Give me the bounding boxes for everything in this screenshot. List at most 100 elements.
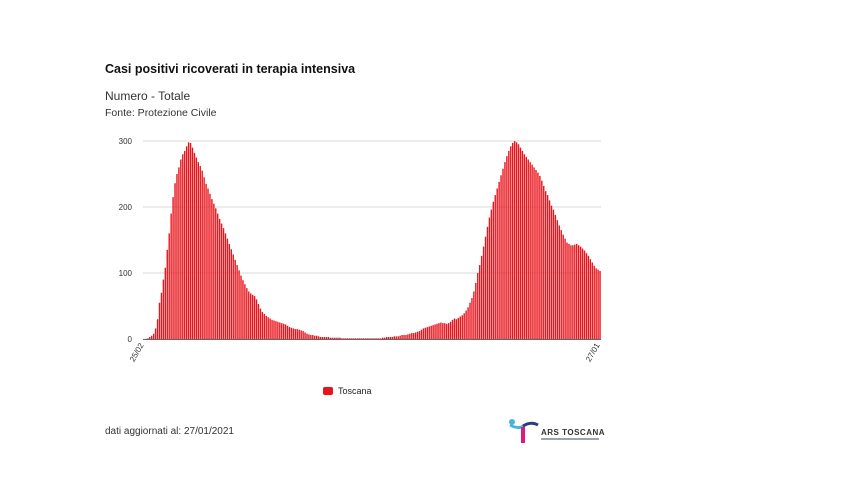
bar[interactable]: [587, 255, 590, 339]
bar[interactable]: [364, 338, 366, 339]
bar[interactable]: [312, 335, 314, 339]
bar[interactable]: [562, 234, 564, 339]
bar[interactable]: [449, 321, 452, 339]
bar[interactable]: [531, 164, 533, 339]
bar[interactable]: [259, 308, 262, 339]
bar[interactable]: [442, 323, 444, 339]
bar[interactable]: [393, 336, 396, 339]
bar[interactable]: [461, 315, 463, 339]
bar[interactable]: [189, 142, 192, 339]
bar[interactable]: [593, 265, 595, 339]
bar[interactable]: [306, 333, 308, 339]
bar[interactable]: [469, 302, 471, 339]
bar[interactable]: [323, 337, 326, 339]
bar[interactable]: [424, 327, 427, 339]
bar[interactable]: [345, 338, 347, 339]
bar[interactable]: [541, 180, 543, 339]
bar[interactable]: [430, 325, 432, 339]
bar[interactable]: [197, 162, 200, 339]
bar[interactable]: [366, 338, 368, 339]
bar[interactable]: [535, 170, 537, 339]
bar[interactable]: [172, 197, 174, 339]
bar[interactable]: [300, 330, 302, 339]
bar[interactable]: [409, 333, 411, 339]
bar[interactable]: [356, 338, 359, 339]
bar[interactable]: [360, 338, 363, 339]
bar[interactable]: [463, 313, 465, 339]
bar[interactable]: [319, 337, 322, 339]
bar[interactable]: [347, 338, 349, 339]
bar[interactable]: [572, 245, 574, 339]
bar[interactable]: [213, 203, 215, 339]
bar[interactable]: [475, 282, 477, 339]
bar[interactable]: [583, 250, 586, 339]
bar[interactable]: [217, 213, 219, 339]
bar[interactable]: [389, 337, 392, 339]
bar[interactable]: [327, 337, 330, 339]
bar[interactable]: [308, 334, 310, 339]
bar[interactable]: [502, 168, 504, 339]
bar[interactable]: [362, 338, 364, 339]
bar[interactable]: [180, 159, 182, 339]
bar[interactable]: [224, 233, 227, 339]
bar[interactable]: [251, 294, 254, 339]
bar[interactable]: [236, 265, 238, 339]
bar[interactable]: [164, 267, 167, 339]
bar[interactable]: [265, 315, 267, 339]
bar[interactable]: [195, 157, 198, 340]
bar[interactable]: [370, 338, 372, 339]
bar[interactable]: [228, 243, 231, 339]
bar[interactable]: [440, 322, 442, 340]
bar[interactable]: [302, 331, 304, 339]
bar[interactable]: [527, 159, 529, 339]
bar[interactable]: [277, 321, 279, 339]
bar[interactable]: [232, 254, 234, 339]
bar[interactable]: [246, 288, 248, 339]
bar[interactable]: [325, 337, 328, 339]
bar[interactable]: [255, 299, 258, 339]
bar[interactable]: [436, 323, 438, 339]
bar[interactable]: [473, 291, 475, 339]
bar[interactable]: [248, 291, 250, 339]
bar[interactable]: [162, 279, 165, 339]
bar[interactable]: [508, 150, 510, 339]
bar[interactable]: [275, 321, 277, 339]
bar[interactable]: [525, 156, 527, 339]
bar[interactable]: [418, 331, 421, 339]
bar[interactable]: [215, 208, 217, 339]
bar[interactable]: [457, 317, 460, 339]
bar[interactable]: [482, 246, 485, 339]
bar[interactable]: [286, 325, 289, 339]
bar[interactable]: [465, 310, 467, 339]
bar[interactable]: [372, 338, 374, 339]
bar[interactable]: [479, 265, 481, 339]
bar[interactable]: [455, 319, 458, 339]
bar[interactable]: [570, 245, 572, 339]
bar[interactable]: [218, 218, 221, 339]
bar[interactable]: [422, 328, 425, 339]
bar[interactable]: [533, 167, 535, 339]
bar[interactable]: [207, 188, 209, 339]
bar[interactable]: [337, 337, 339, 339]
bar[interactable]: [263, 313, 265, 339]
bar[interactable]: [519, 147, 522, 339]
bar[interactable]: [552, 209, 555, 339]
bar[interactable]: [550, 205, 553, 339]
bar[interactable]: [568, 243, 570, 339]
bar[interactable]: [426, 327, 429, 339]
bar[interactable]: [149, 337, 151, 339]
bar[interactable]: [432, 325, 434, 339]
bar[interactable]: [539, 175, 541, 339]
bar[interactable]: [220, 223, 223, 340]
bar[interactable]: [556, 220, 559, 339]
bar[interactable]: [296, 329, 298, 339]
bar[interactable]: [383, 337, 386, 339]
bar[interactable]: [238, 270, 240, 339]
bar[interactable]: [290, 327, 293, 339]
bar[interactable]: [459, 316, 461, 339]
bar[interactable]: [484, 236, 487, 339]
bar[interactable]: [447, 323, 450, 339]
bar[interactable]: [269, 318, 271, 339]
bar[interactable]: [381, 337, 384, 339]
bar[interactable]: [597, 269, 599, 339]
